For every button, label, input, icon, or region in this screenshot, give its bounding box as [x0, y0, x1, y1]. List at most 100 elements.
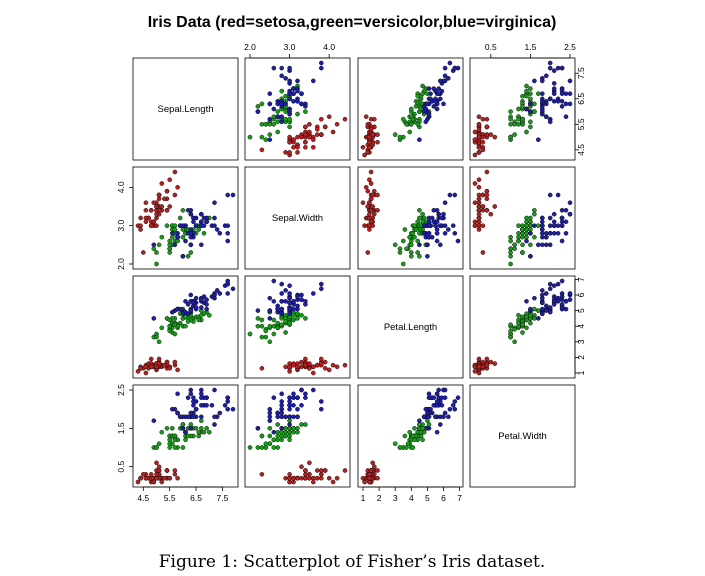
data-point-virginica [198, 297, 204, 303]
data-point-versicolor [405, 441, 411, 447]
variable-label: Petal.Width [498, 431, 547, 442]
data-point-virginica [175, 391, 180, 397]
data-point-virginica [185, 207, 191, 213]
data-point-virginica [436, 86, 442, 91]
data-point-virginica [295, 99, 300, 104]
data-point-virginica [198, 391, 204, 397]
data-point-setosa [480, 192, 486, 198]
data-point-versicolor [516, 106, 521, 112]
data-point-setosa [367, 215, 372, 221]
data-point-virginica [299, 297, 304, 303]
data-point-virginica [426, 425, 432, 431]
data-point-versicolor [528, 119, 533, 125]
data-point-setosa [310, 144, 316, 150]
data-point-virginica [275, 306, 281, 312]
data-point-virginica [310, 78, 316, 84]
data-point-virginica [559, 238, 565, 244]
data-point-versicolor [255, 316, 261, 321]
data-point-virginica [547, 242, 553, 248]
data-point-versicolor [404, 246, 409, 251]
data-point-versicolor [177, 215, 183, 221]
tick-label: 3 [393, 493, 398, 503]
panel-sepal-length-vs-petal-width [469, 57, 576, 161]
data-point-setosa [143, 219, 149, 225]
data-point-versicolor [524, 234, 529, 240]
data-point-setosa [322, 124, 328, 130]
data-point-versicolor [267, 425, 273, 431]
data-point-virginica [559, 65, 565, 71]
tick-label: 5 [425, 493, 430, 503]
data-point-virginica [287, 422, 292, 427]
data-point-virginica [540, 99, 545, 104]
data-point-setosa [371, 464, 377, 470]
data-point-virginica [291, 414, 296, 420]
data-point-virginica [303, 302, 308, 307]
data-point-virginica [563, 230, 569, 236]
data-point-versicolor [172, 331, 178, 337]
data-point-setosa [472, 369, 478, 374]
data-point-setosa [334, 122, 340, 127]
data-point-versicolor [291, 429, 296, 435]
data-point-virginica [279, 414, 285, 420]
data-point-virginica [267, 91, 273, 96]
data-point-setosa [330, 479, 336, 485]
data-point-setosa [472, 129, 478, 135]
data-point-virginica [198, 402, 204, 408]
data-point-setosa [138, 365, 143, 371]
tick-label: 1 [576, 370, 586, 375]
data-point-virginica [551, 230, 557, 236]
data-point-virginica [151, 316, 157, 321]
data-point-virginica [536, 137, 541, 142]
data-point-versicolor [516, 234, 521, 240]
data-point-virginica [279, 65, 285, 71]
data-point-versicolor [508, 109, 513, 114]
data-point-versicolor [524, 325, 529, 331]
data-point-versicolor [275, 325, 281, 331]
data-point-versicolor [303, 316, 308, 321]
data-point-virginica [279, 73, 285, 79]
data-point-virginica [436, 387, 442, 393]
data-point-versicolor [185, 319, 191, 324]
data-point-versicolor [516, 312, 521, 318]
data-point-virginica [567, 91, 573, 96]
data-point-setosa [368, 169, 374, 175]
data-point-versicolor [402, 227, 408, 232]
data-point-versicolor [508, 116, 513, 122]
data-point-virginica [452, 230, 458, 236]
data-point-setosa [314, 362, 320, 368]
data-point-setosa [154, 475, 159, 481]
data-point-versicolor [532, 207, 537, 213]
data-point-virginica [551, 302, 557, 307]
data-point-versicolor [524, 88, 529, 94]
data-point-virginica [291, 391, 296, 397]
data-point-versicolor [204, 425, 209, 431]
data-point-virginica [255, 425, 261, 431]
data-point-setosa [360, 200, 366, 205]
data-point-versicolor [198, 418, 204, 424]
data-point-virginica [426, 86, 432, 91]
data-point-setosa [259, 147, 265, 153]
data-point-setosa [368, 207, 374, 213]
data-point-virginica [425, 101, 430, 107]
data-point-setosa [291, 479, 296, 485]
data-point-versicolor [159, 325, 165, 331]
data-point-setosa [307, 460, 312, 466]
data-point-versicolor [267, 339, 273, 345]
panel-frame [357, 166, 464, 270]
data-point-virginica [442, 387, 448, 393]
data-point-setosa [143, 207, 149, 213]
data-point-setosa [283, 364, 288, 370]
data-point-versicolor [408, 238, 414, 244]
data-point-virginica [439, 215, 445, 221]
data-point-versicolor [172, 322, 178, 328]
data-point-virginica [544, 308, 549, 313]
data-point-virginica [267, 101, 273, 107]
data-point-virginica [267, 410, 273, 416]
tick-label: 6 [576, 292, 586, 297]
data-point-versicolor [420, 211, 425, 217]
data-point-virginica [279, 406, 285, 412]
data-point-virginica [563, 298, 569, 304]
data-point-setosa [156, 192, 162, 198]
data-point-virginica [287, 78, 292, 84]
data-point-versicolor [167, 242, 172, 248]
